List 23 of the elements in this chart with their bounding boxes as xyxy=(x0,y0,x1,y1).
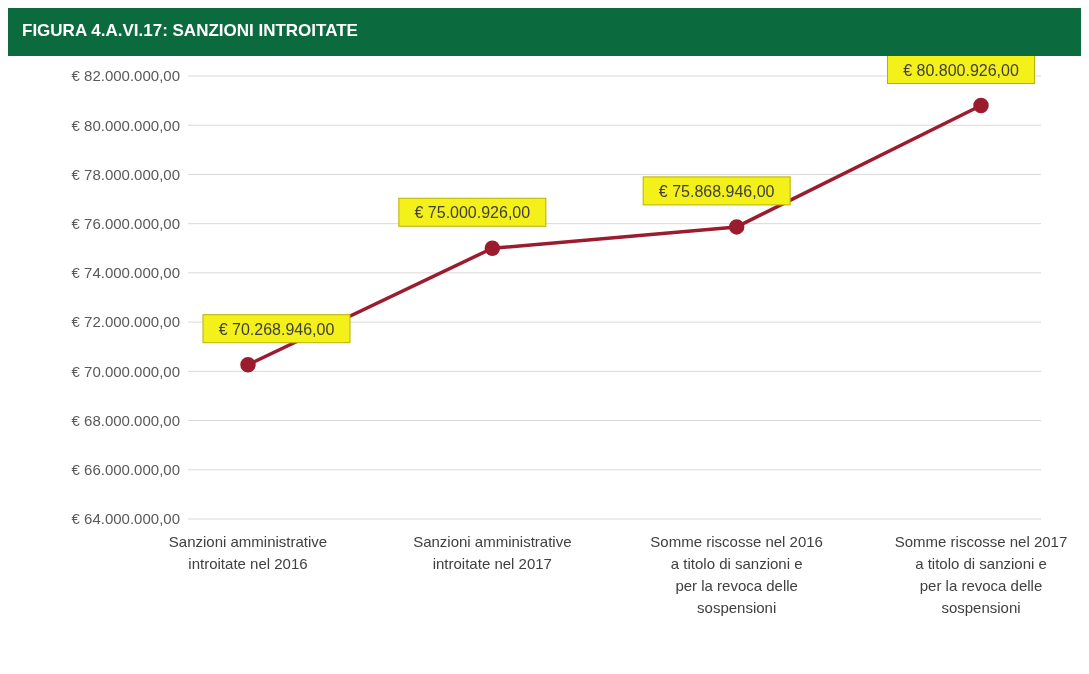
y-tick-label: € 74.000.000,00 xyxy=(71,264,180,282)
point xyxy=(728,219,745,235)
y-tick-label: € 78.000.000,00 xyxy=(71,165,180,183)
data-label: € 75.000.926,00 xyxy=(414,204,531,222)
y-tick-label: € 82.000.000,00 xyxy=(71,67,180,85)
x-tick-label: Somme riscosse nel 2016 a titolo di sanzioni e per la revoca delle sospensioni xyxy=(650,533,823,616)
chart-title: FIGURA 4.A.VI.17: SANZIONI INTROITATE xyxy=(8,8,1081,56)
y-tick-label: € 66.000.000,00 xyxy=(71,461,180,479)
data-label: € 80.800.926,00 xyxy=(903,61,1019,79)
point xyxy=(240,356,256,373)
x-tick-label: Sanzioni amministrative introitate nel 2016 xyxy=(168,533,328,572)
y-tick-label: € 64.000.000,00 xyxy=(71,510,180,528)
y-tick-label: € 72.000.000,00 xyxy=(71,313,180,331)
y-tick-label: € 68.000.000,00 xyxy=(71,411,180,429)
point xyxy=(973,97,989,114)
point xyxy=(484,240,501,257)
data-label: € 70.268.946,00 xyxy=(218,320,335,338)
data-label: € 75.868.946,00 xyxy=(658,182,775,200)
x-tick-label: Sanzioni amministrative introitate nel 2017 xyxy=(413,533,572,572)
x-tick-label: Somme riscosse nel 2017 a titolo di sanzioni e per la revoca delle sospensioni xyxy=(894,533,1068,616)
y-tick-label: € 76.000.000,00 xyxy=(71,214,180,232)
y-tick-label: € 80.000.000,00 xyxy=(71,116,180,134)
y-tick-label: € 70.000.000,00 xyxy=(71,362,180,380)
